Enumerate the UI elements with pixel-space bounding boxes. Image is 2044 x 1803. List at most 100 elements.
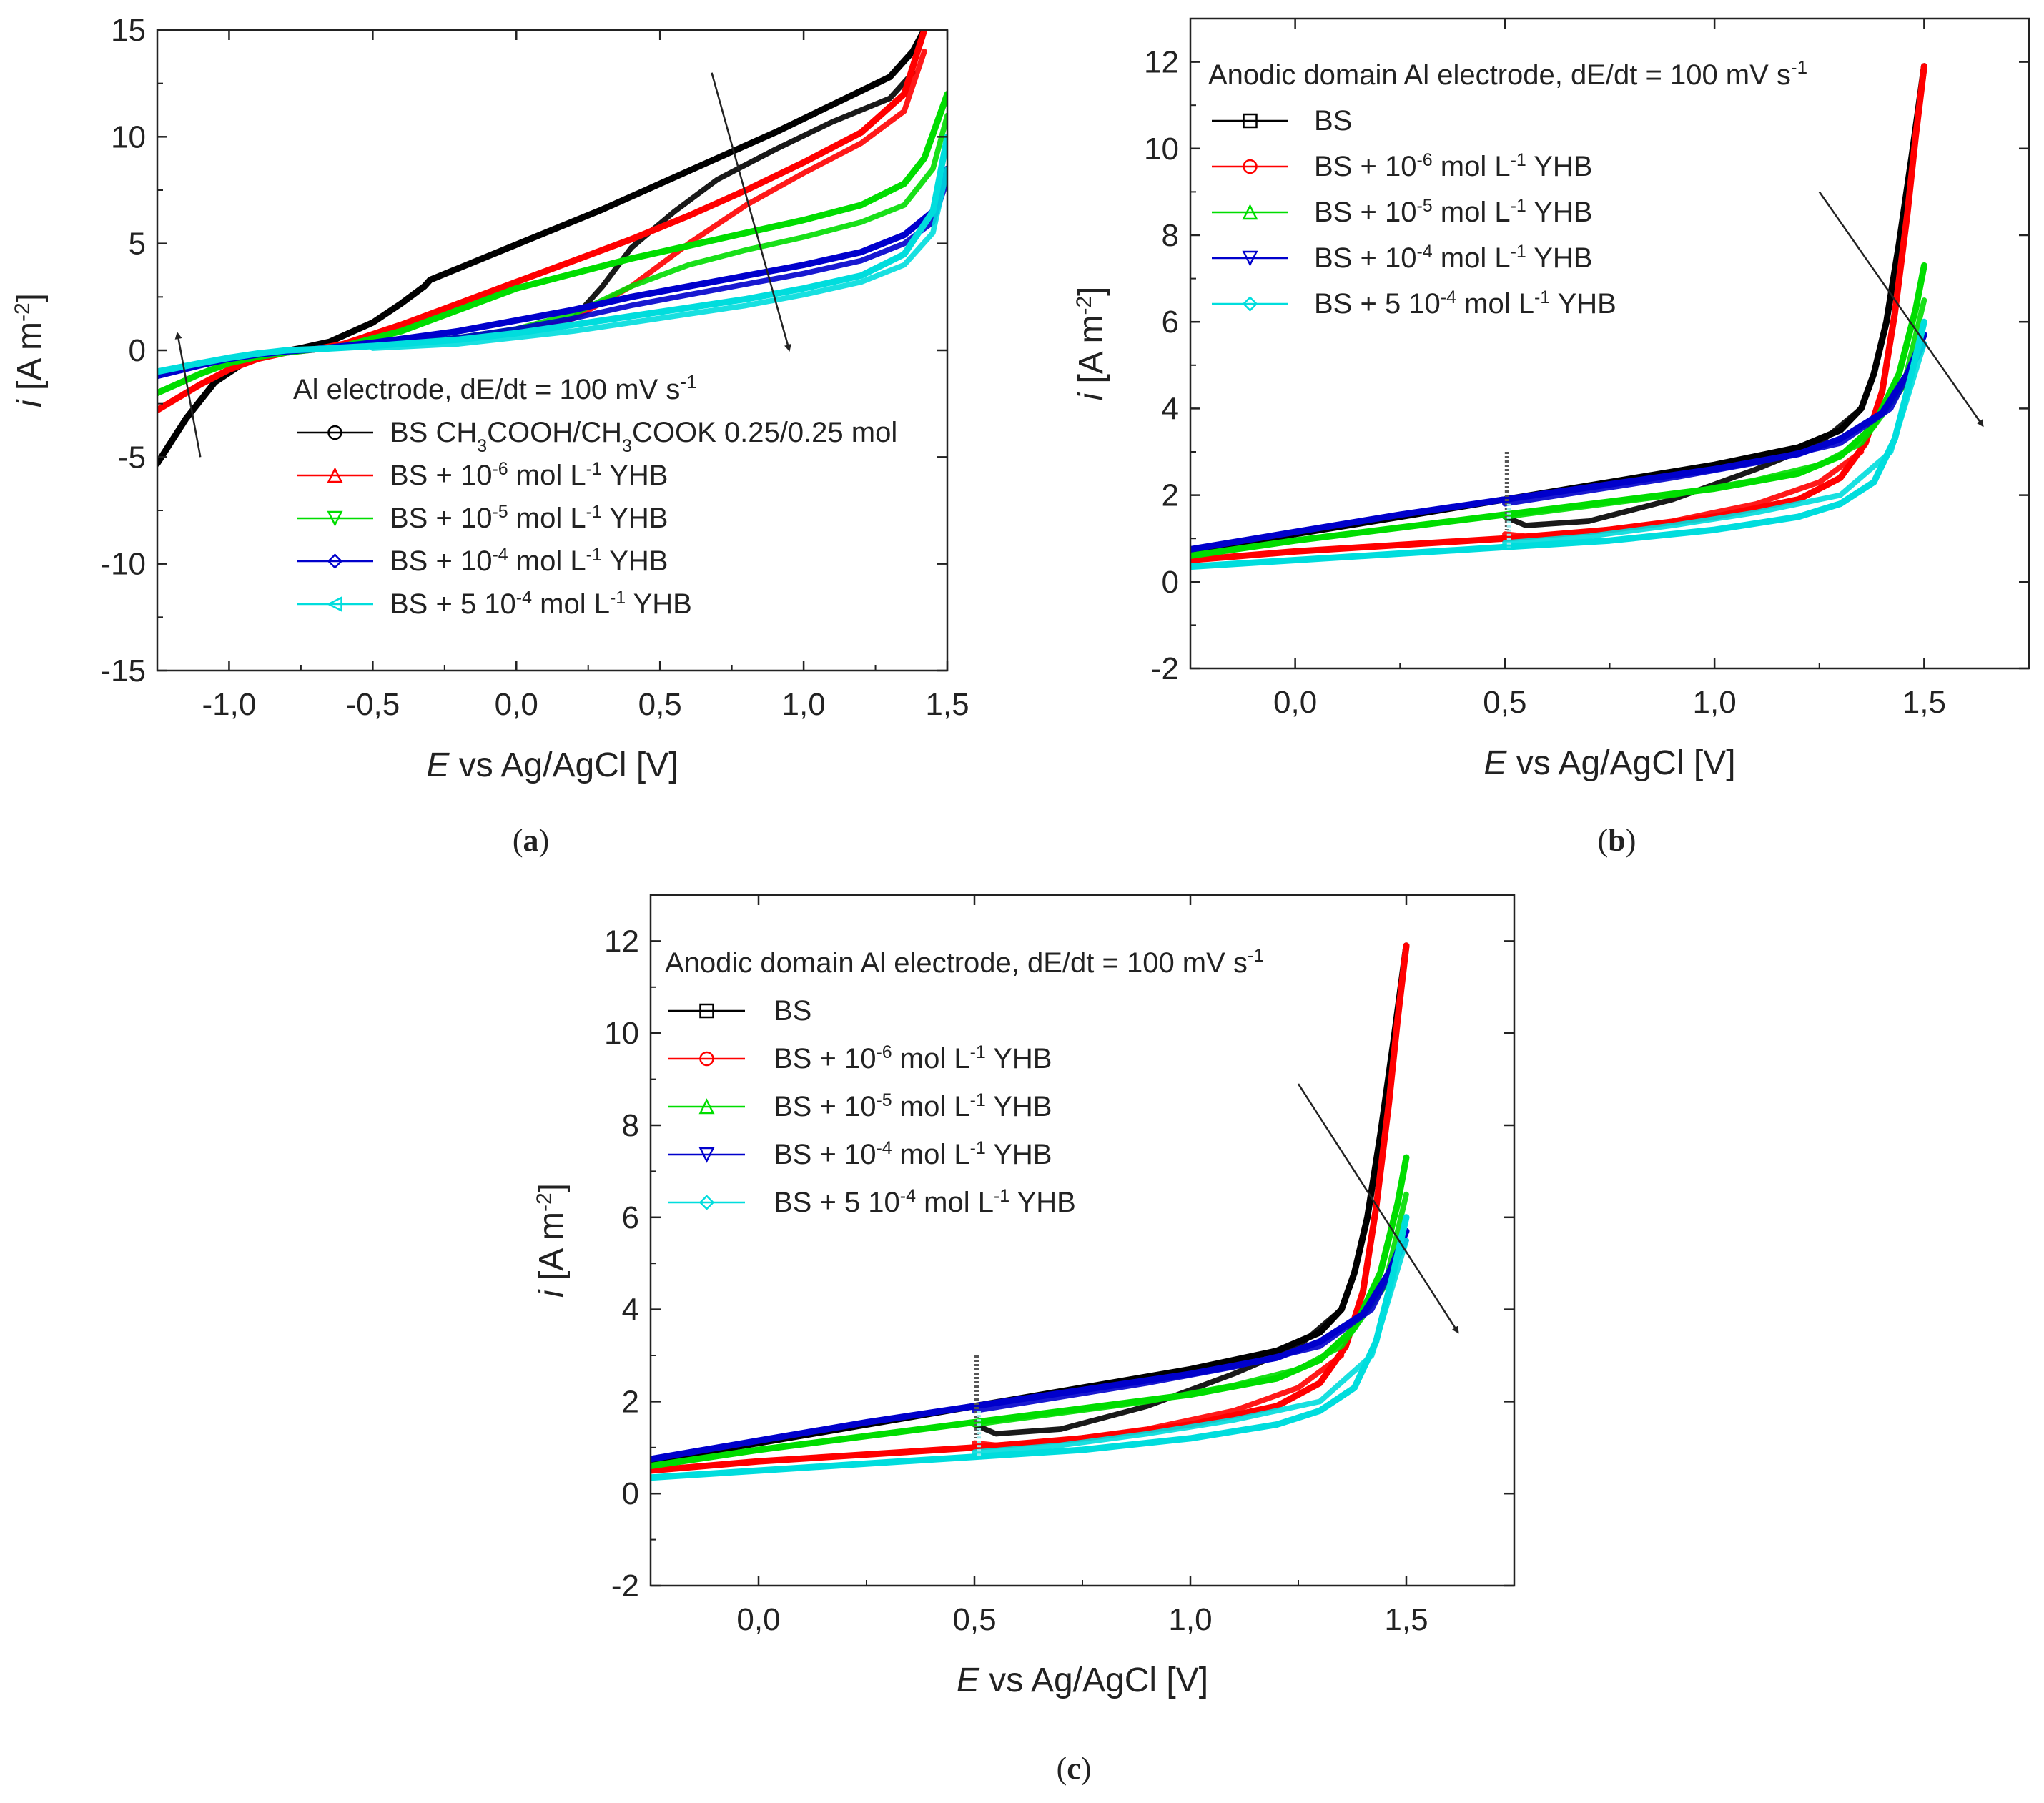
y-axis-title: i [A m-2] [533, 1183, 571, 1298]
x-tick-label: 0,5 [1483, 685, 1526, 720]
legend-entry-2: BS + 10-6 mol L-1 YHB [1212, 150, 1592, 182]
y-tick-label: -5 [118, 440, 146, 475]
y-tick-label: 15 [111, 13, 146, 48]
legend-label: BS + 5 10-4 mol L-1 YHB [390, 588, 692, 620]
trend-arrow-2 [174, 332, 202, 458]
series-line-3 [157, 91, 947, 397]
legend-marker-icon [327, 510, 343, 527]
series-return-line-5 [370, 166, 947, 351]
legend-marker-icon [1243, 113, 1258, 129]
legend-entry-4: BS + 10-4 mol L-1 YHB [1212, 242, 1592, 274]
legend-label: BS + 5 10-4 mol L-1 YHB [774, 1186, 1076, 1218]
y-tick-label: 6 [622, 1200, 639, 1235]
y-tick-label: -15 [100, 653, 146, 688]
series-return-line-2 [972, 1353, 1345, 1448]
plot-area [1190, 63, 1927, 570]
legend-label: BS + 10-5 mol L-1 YHB [390, 502, 668, 534]
legend-label: BS + 10-4 mol L-1 YHB [390, 545, 668, 577]
legend-label: BS + 10-5 mol L-1 YHB [1314, 196, 1592, 228]
legend-marker-icon [698, 1195, 715, 1210]
legend-label: BS CH3COOH/CH3COOK 0.25/0.25 mol [390, 417, 897, 456]
legend-entry-3: BS + 10-5 mol L-1 YHB [668, 1090, 1052, 1122]
legend-marker-icon [326, 596, 342, 613]
plot-area [651, 942, 1410, 1481]
x-tick-label: 0,5 [952, 1602, 996, 1637]
series-return-line-4 [1502, 340, 1927, 507]
trend-arrow-1 [1818, 191, 1984, 428]
panel-caption: (b) [1598, 823, 1636, 858]
legend-marker-icon [699, 1051, 714, 1067]
y-tick-label: 4 [1162, 391, 1179, 426]
y-tick-label: 8 [622, 1108, 639, 1143]
series-return-line-4 [370, 177, 947, 349]
legend-entry-2: BS + 10-6 mol L-1 YHB [297, 459, 668, 491]
legend-marker-icon [698, 1098, 715, 1115]
y-tick-label: 10 [604, 1016, 639, 1051]
series-return-line-4 [972, 1238, 1409, 1414]
x-tick-label: 0,0 [1273, 685, 1317, 720]
legend-entry-5: BS + 5 10-4 mol L-1 YHB [1212, 287, 1616, 320]
panel-caption: (c) [1057, 1751, 1092, 1786]
y-tick-label: 2 [1162, 478, 1179, 513]
x-axis-title: E vs Ag/AgCl [V] [426, 746, 678, 784]
series-line-2 [1190, 63, 1927, 563]
legend-label: BS [1314, 105, 1352, 137]
y-tick-label: 4 [622, 1293, 639, 1328]
legend: Al electrode, dE/dt = 100 mV s-1 BS CH3CO… [293, 371, 897, 620]
legend-marker-icon [1242, 296, 1258, 312]
y-tick-label: -10 [100, 547, 146, 582]
x-tick-label: 1,5 [1902, 685, 1946, 720]
legend-label: BS + 10-4 mol L-1 YHB [1314, 242, 1592, 274]
y-tick-label: 0 [1162, 565, 1179, 600]
y-axis-title: i [A m-2] [11, 293, 49, 407]
legend: Anodic domain Al electrode, dE/dt = 100 … [665, 944, 1264, 1218]
x-tick-label: 0,5 [638, 687, 682, 722]
y-tick-label: 6 [1162, 305, 1179, 340]
x-tick-label: 1,0 [1168, 1602, 1212, 1637]
legend-marker-icon [1242, 204, 1258, 220]
panel-b-chart: 0,0 0,5 1,0 1,5 -2 0 2 4 6 8 10 12 E vs Ag/AgCl [V] i… [1072, 17, 2030, 858]
legend-label: BS + 10-4 mol L-1 YHB [774, 1138, 1052, 1170]
y-tick-label: 0 [129, 333, 146, 368]
panel-caption: (a) [513, 823, 549, 858]
series-line-5 [157, 133, 947, 375]
panel-c-chart: 0,0 0,5 1,0 1,5 -2 0 2 4 6 8 10 12 E vs Ag/AgCl [V] i… [533, 894, 1516, 1786]
y-tick-label: 8 [1162, 218, 1179, 253]
x-tick-label: 1,0 [1693, 685, 1737, 720]
legend-label: BS + 10-6 mol L-1 YHB [774, 1042, 1052, 1075]
legend-entry-2: BS + 10-6 mol L-1 YHB [668, 1042, 1052, 1075]
legend-label: BS + 10-6 mol L-1 YHB [390, 459, 668, 491]
y-tick-label: 2 [622, 1384, 639, 1419]
series-return-line-2 [1502, 449, 1865, 540]
y-tick-label: -2 [611, 1569, 639, 1604]
y-axis-title: i [A m-2] [1072, 286, 1111, 400]
legend-marker-icon [327, 553, 343, 569]
x-tick-label: -0,5 [345, 687, 400, 722]
trend-arrow-1 [1297, 1083, 1459, 1334]
y-tick-label: 10 [1144, 132, 1179, 167]
legend-entry-4: BS + 10-4 mol L-1 YHB [668, 1138, 1052, 1170]
legend-label: BS + 10-5 mol L-1 YHB [774, 1090, 1052, 1122]
legend-entry-1: BS CH3COOH/CH3COOK 0.25/0.25 mol [297, 417, 897, 456]
x-tick-label: 0,0 [495, 687, 538, 722]
x-tick-label: 0,0 [736, 1602, 780, 1637]
trend-arrow-1 [711, 72, 791, 352]
legend-marker-icon [327, 467, 343, 483]
x-axis-title: E vs Ag/AgCl [V] [957, 1661, 1208, 1699]
legend-marker-icon [699, 1003, 714, 1019]
legend-entry-1: BS [668, 995, 811, 1027]
y-tick-label: 12 [604, 924, 639, 959]
legend-marker-icon [327, 425, 342, 440]
legend-entry-4: BS + 10-4 mol L-1 YHB [297, 545, 668, 577]
series-return-line-5 [972, 1238, 1409, 1456]
panel-a-chart: -1,0 -0,5 0,0 0,5 1,0 1,5 -15 -10 -5 0 5 10 15 E vs A… [11, 13, 969, 858]
legend-entry-5: BS + 5 10-4 mol L-1 YHB [668, 1186, 1076, 1218]
legend: Anodic domain Al electrode, dE/dt = 100 … [1208, 56, 1807, 320]
x-tick-label: 1,5 [925, 687, 969, 722]
y-tick-label: 10 [111, 119, 146, 154]
series-return-line-1 [972, 1306, 1345, 1437]
legend-title: Al electrode, dE/dt = 100 mV s-1 [293, 371, 697, 405]
series-line-4 [157, 165, 947, 380]
legend-entry-5: BS + 5 10-4 mol L-1 YHB [297, 588, 692, 620]
